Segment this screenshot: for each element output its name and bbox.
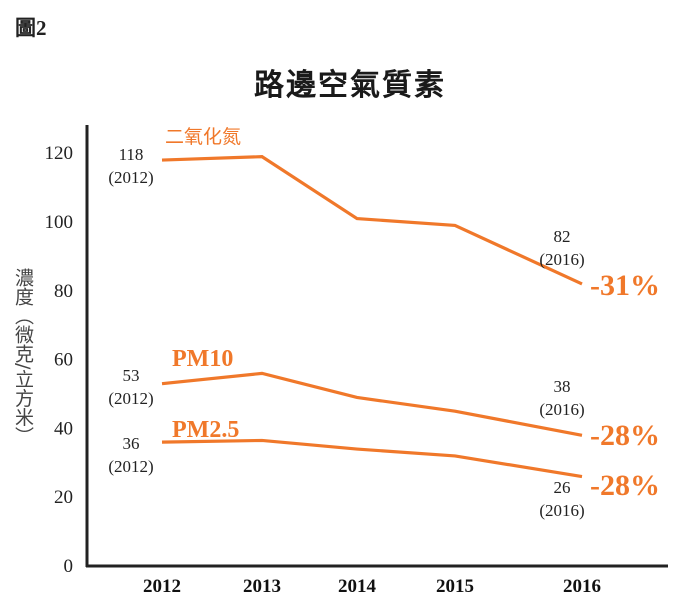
series-lines bbox=[161, 155, 583, 479]
x-tick-label: 2012 bbox=[143, 576, 181, 597]
y-tick-label: 40 bbox=[54, 418, 73, 439]
x-ticks: 2012 2013 2014 2015 2016 bbox=[143, 576, 601, 597]
start-value-label: 118 bbox=[119, 145, 144, 164]
end-year-label: (2016) bbox=[539, 501, 584, 520]
x-tick-label: 2013 bbox=[243, 576, 281, 597]
y-tick-label: 20 bbox=[54, 487, 73, 508]
change-percent-label: -28% bbox=[590, 469, 660, 502]
series-name-label: PM10 bbox=[172, 346, 233, 372]
series-line-二氧化氮 bbox=[161, 155, 583, 286]
chart-title: 路邊空氣質素 bbox=[254, 68, 446, 103]
y-tick-label: 80 bbox=[54, 281, 73, 302]
start-year-label: (2012) bbox=[108, 457, 153, 476]
x-tick-label: 2014 bbox=[338, 576, 377, 597]
y-ticks: 0 20 40 60 80 100 120 bbox=[45, 143, 74, 577]
x-tick-label: 2016 bbox=[563, 576, 601, 597]
start-value-label: 36 bbox=[123, 434, 140, 453]
end-year-label: (2016) bbox=[539, 400, 584, 419]
y-tick-label: 120 bbox=[45, 143, 74, 164]
y-tick-label: 60 bbox=[54, 350, 73, 371]
change-percent-label: -31% bbox=[590, 269, 660, 302]
series-line-PM2.5 bbox=[161, 438, 583, 479]
series-line-PM10 bbox=[161, 371, 583, 437]
y-axis-label: 濃度（微克/立方米） bbox=[12, 268, 34, 446]
figure-label: 圖2 bbox=[15, 16, 47, 40]
end-value-label: 82 bbox=[554, 227, 571, 246]
axes bbox=[85, 125, 668, 568]
start-year-label: (2012) bbox=[108, 389, 153, 408]
y-tick-label: 100 bbox=[45, 212, 74, 233]
end-year-label: (2016) bbox=[539, 250, 584, 269]
series-labels: 二氧化氮 118 (2012) 82 (2016) -31% PM10 53 (2012) 38 (… bbox=[108, 126, 660, 520]
series-name-label: PM2.5 bbox=[172, 417, 239, 443]
end-value-label: 38 bbox=[554, 377, 571, 396]
start-year-label: (2012) bbox=[108, 168, 153, 187]
change-percent-label: -28% bbox=[590, 419, 660, 452]
end-value-label: 26 bbox=[554, 478, 571, 497]
y-tick-label: 0 bbox=[64, 556, 74, 577]
x-tick-label: 2015 bbox=[436, 576, 474, 597]
series-name-label: 二氧化氮 bbox=[165, 126, 241, 148]
start-value-label: 53 bbox=[123, 366, 140, 385]
